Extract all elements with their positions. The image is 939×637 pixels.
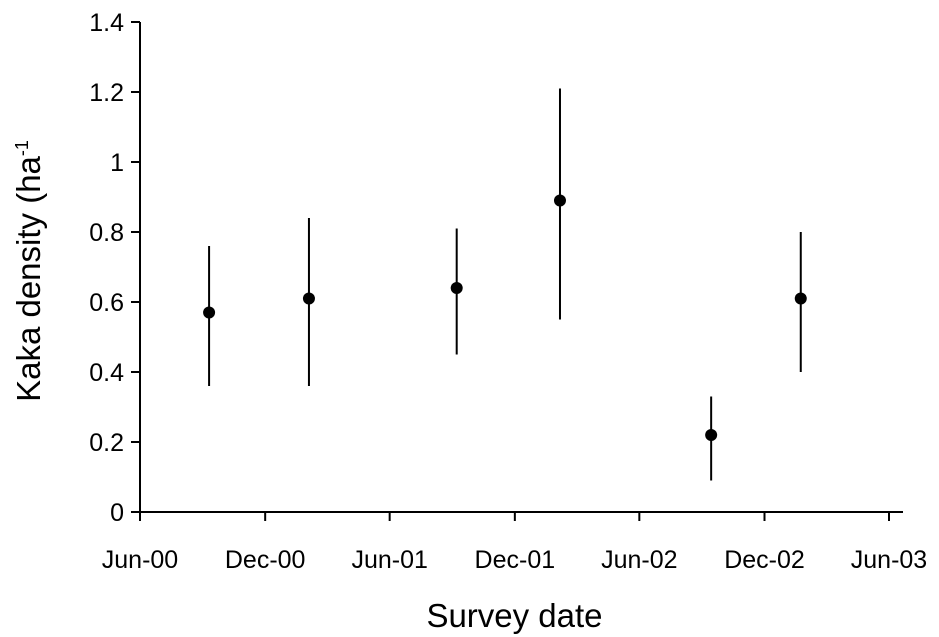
- y-tick-label: 0: [110, 499, 124, 527]
- y-axis-ticks: 0 0.2 0.4 0.6 0.8 1 1.2 1.4: [89, 9, 140, 527]
- y-axis-title-superscript: -1: [12, 140, 32, 156]
- y-tick-label: 0.8: [89, 219, 124, 247]
- y-tick-label: 0.2: [89, 429, 124, 457]
- data-point: [794, 292, 807, 305]
- data-point: [553, 194, 566, 207]
- x-tick-label: Jun-00: [102, 546, 178, 574]
- x-tick-label: Dec-01: [475, 546, 556, 574]
- x-tick-label: Jun-01: [351, 546, 427, 574]
- x-axis-ticks: Jun-00 Dec-00 Jun-01 Dec-01 Jun-02 Dec-02 Jun-…: [102, 512, 927, 574]
- y-tick-label: 0.4: [89, 359, 124, 387]
- x-tick-label: Jun-03: [851, 546, 927, 574]
- data-series: [203, 88, 807, 481]
- y-tick-label: 0.6: [89, 289, 124, 317]
- data-point: [450, 282, 463, 294]
- data-point: [705, 429, 718, 441]
- x-tick-label: Jun-02: [601, 546, 677, 574]
- y-tick-label: 1.4: [89, 9, 124, 37]
- y-axis-title: Kaka density (ha-1: [10, 140, 47, 402]
- y-axis-title-main: Kaka density (ha: [10, 155, 47, 401]
- x-tick-label: Dec-02: [724, 546, 805, 574]
- y-tick-label: 1.2: [89, 79, 124, 107]
- data-point: [203, 306, 216, 319]
- y-tick-label: 1: [110, 149, 124, 177]
- data-point: [302, 292, 315, 305]
- x-tick-label: Dec-00: [225, 546, 306, 574]
- x-axis-title: Survey date: [426, 597, 602, 634]
